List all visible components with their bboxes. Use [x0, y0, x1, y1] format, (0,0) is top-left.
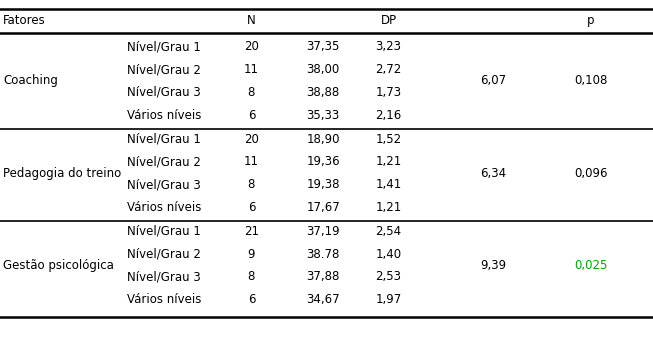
Text: Nível/Grau 3: Nível/Grau 3 [127, 271, 201, 283]
Text: 8: 8 [247, 271, 255, 283]
Text: Nível/Grau 2: Nível/Grau 2 [127, 248, 201, 261]
Text: 1,21: 1,21 [375, 155, 402, 168]
Text: 0,096: 0,096 [574, 167, 608, 180]
Text: Nível/Grau 3: Nível/Grau 3 [127, 86, 201, 99]
Text: Fatores: Fatores [3, 14, 46, 27]
Text: 6,07: 6,07 [480, 75, 506, 87]
Text: Nível/Grau 1: Nível/Grau 1 [127, 133, 201, 146]
Text: Pedagogia do treino: Pedagogia do treino [3, 167, 121, 180]
Text: Vários níveis: Vários níveis [127, 293, 202, 306]
Text: Nível/Grau 2: Nível/Grau 2 [127, 63, 201, 76]
Text: Coaching: Coaching [3, 75, 58, 87]
Text: 6,34: 6,34 [480, 167, 506, 180]
Text: 21: 21 [244, 225, 259, 238]
Text: Vários níveis: Vários níveis [127, 201, 202, 214]
Text: 2,16: 2,16 [375, 109, 402, 121]
Text: 8: 8 [247, 178, 255, 191]
Text: 38,00: 38,00 [307, 63, 340, 76]
Text: Vários níveis: Vários níveis [127, 109, 202, 121]
Text: 37,35: 37,35 [306, 40, 340, 53]
Text: 3,23: 3,23 [375, 40, 402, 53]
Text: 34,67: 34,67 [306, 293, 340, 306]
Text: Nível/Grau 1: Nível/Grau 1 [127, 225, 201, 238]
Text: Nível/Grau 1: Nível/Grau 1 [127, 40, 201, 53]
Text: 0,025: 0,025 [574, 259, 608, 272]
Text: 9: 9 [247, 248, 255, 261]
Text: 37,88: 37,88 [306, 271, 340, 283]
Text: 35,33: 35,33 [307, 109, 340, 121]
Text: 20: 20 [244, 40, 259, 53]
Text: 6: 6 [247, 293, 255, 306]
Text: p: p [587, 14, 595, 27]
Text: 1,52: 1,52 [375, 133, 402, 146]
Text: 11: 11 [244, 155, 259, 168]
Text: 1,40: 1,40 [375, 248, 402, 261]
Text: 1,21: 1,21 [375, 201, 402, 214]
Text: 2,54: 2,54 [375, 225, 402, 238]
Text: 20: 20 [244, 133, 259, 146]
Text: Nível/Grau 3: Nível/Grau 3 [127, 178, 201, 191]
Text: 1,73: 1,73 [375, 86, 402, 99]
Text: 1,97: 1,97 [375, 293, 402, 306]
Text: 2,72: 2,72 [375, 63, 402, 76]
Text: 6: 6 [247, 109, 255, 121]
Text: 38.78: 38.78 [306, 248, 340, 261]
Text: DP: DP [381, 14, 396, 27]
Text: 17,67: 17,67 [306, 201, 340, 214]
Text: 8: 8 [247, 86, 255, 99]
Text: 9,39: 9,39 [480, 259, 506, 272]
Text: 1,41: 1,41 [375, 178, 402, 191]
Text: 18,90: 18,90 [306, 133, 340, 146]
Text: 19,38: 19,38 [306, 178, 340, 191]
Text: Nível/Grau 2: Nível/Grau 2 [127, 155, 201, 168]
Text: N: N [247, 14, 256, 27]
Text: 19,36: 19,36 [306, 155, 340, 168]
Text: 2,53: 2,53 [375, 271, 402, 283]
Text: 0,108: 0,108 [574, 75, 608, 87]
Text: Gestão psicológica: Gestão psicológica [3, 259, 114, 272]
Text: 38,88: 38,88 [307, 86, 340, 99]
Text: 11: 11 [244, 63, 259, 76]
Text: 37,19: 37,19 [306, 225, 340, 238]
Text: 6: 6 [247, 201, 255, 214]
